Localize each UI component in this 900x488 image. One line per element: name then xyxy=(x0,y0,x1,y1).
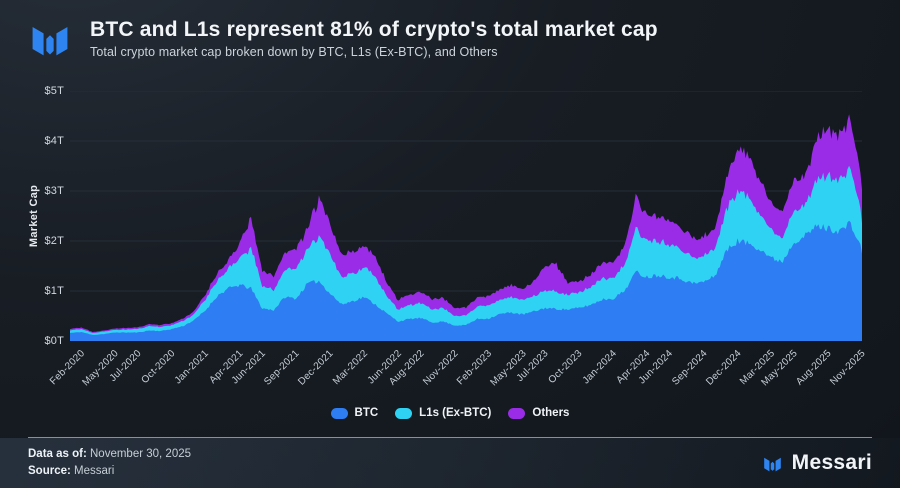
y-tick-label: $4T xyxy=(44,135,64,147)
legend-item-others: Others xyxy=(508,407,569,419)
legend-label-btc: BTC xyxy=(354,407,379,419)
source-line: Source: Messari xyxy=(28,463,191,480)
legend-label-others: Others xyxy=(532,407,570,419)
x-tick-label: Jan-2024 xyxy=(580,348,619,387)
data-as-of-line: Data as of: November 30, 2025 xyxy=(28,446,191,463)
header: BTC and L1s represent 81% of crypto's to… xyxy=(28,15,658,61)
x-tick-label: Nov-2025 xyxy=(828,348,868,388)
legend-swatch-btc xyxy=(330,407,348,419)
y-tick-label: $0T xyxy=(44,335,64,347)
x-tick-label: Aug-2025 xyxy=(794,348,834,388)
legend-label-l1s-ex-btc: L1s (Ex-BTC) xyxy=(419,407,492,419)
messari-mark-icon xyxy=(763,457,781,472)
data-as-of-value: November 30, 2025 xyxy=(90,448,192,460)
messari-logo-icon xyxy=(32,27,68,56)
area-series-btc xyxy=(70,220,862,341)
x-tick-label: Oct-2020 xyxy=(139,348,178,386)
source-label: Source: xyxy=(28,465,71,477)
header-titles: BTC and L1s represent 81% of crypto's to… xyxy=(90,17,658,59)
y-tick-label: $5T xyxy=(44,85,64,97)
x-tick-label: Sep-2024 xyxy=(669,348,710,388)
footer-brand: Messari xyxy=(762,451,872,475)
x-tick-label: Jan-2021 xyxy=(173,348,212,387)
stacked-area-plot xyxy=(70,91,862,341)
source-value: Messari xyxy=(74,465,115,477)
x-tick-label: Nov-2022 xyxy=(420,348,461,388)
x-tick-label: Dec-2021 xyxy=(296,348,337,388)
x-tick-label: Sep-2021 xyxy=(262,348,303,388)
legend-swatch-l1s-ex-btc xyxy=(395,407,413,419)
footer: Data as of: November 30, 2025 Source: Me… xyxy=(0,438,900,488)
x-tick-label: Mar-2022 xyxy=(330,348,370,388)
page-title: BTC and L1s represent 81% of crypto's to… xyxy=(90,18,658,41)
brand-wordmark: Messari xyxy=(791,451,872,474)
legend-item-btc: BTC xyxy=(330,407,379,419)
legend-item-l1s-ex-btc: L1s (Ex-BTC) xyxy=(395,407,491,419)
footer-meta: Data as of: November 30, 2025 Source: Me… xyxy=(28,446,191,480)
y-tick-label: $1T xyxy=(44,285,64,297)
y-tick-label: $3T xyxy=(44,185,64,197)
footer-divider xyxy=(28,437,872,438)
legend-swatch-others xyxy=(508,407,526,419)
x-tick-label: Dec-2024 xyxy=(703,348,744,388)
legend: BTC L1s (Ex-BTC) Others xyxy=(0,407,900,419)
y-tick-label: $2T xyxy=(44,235,64,247)
x-tick-label: Oct-2023 xyxy=(546,348,585,386)
data-as-of-label: Data as of: xyxy=(28,448,87,460)
page-subtitle: Total crypto market cap broken down by B… xyxy=(90,45,498,59)
